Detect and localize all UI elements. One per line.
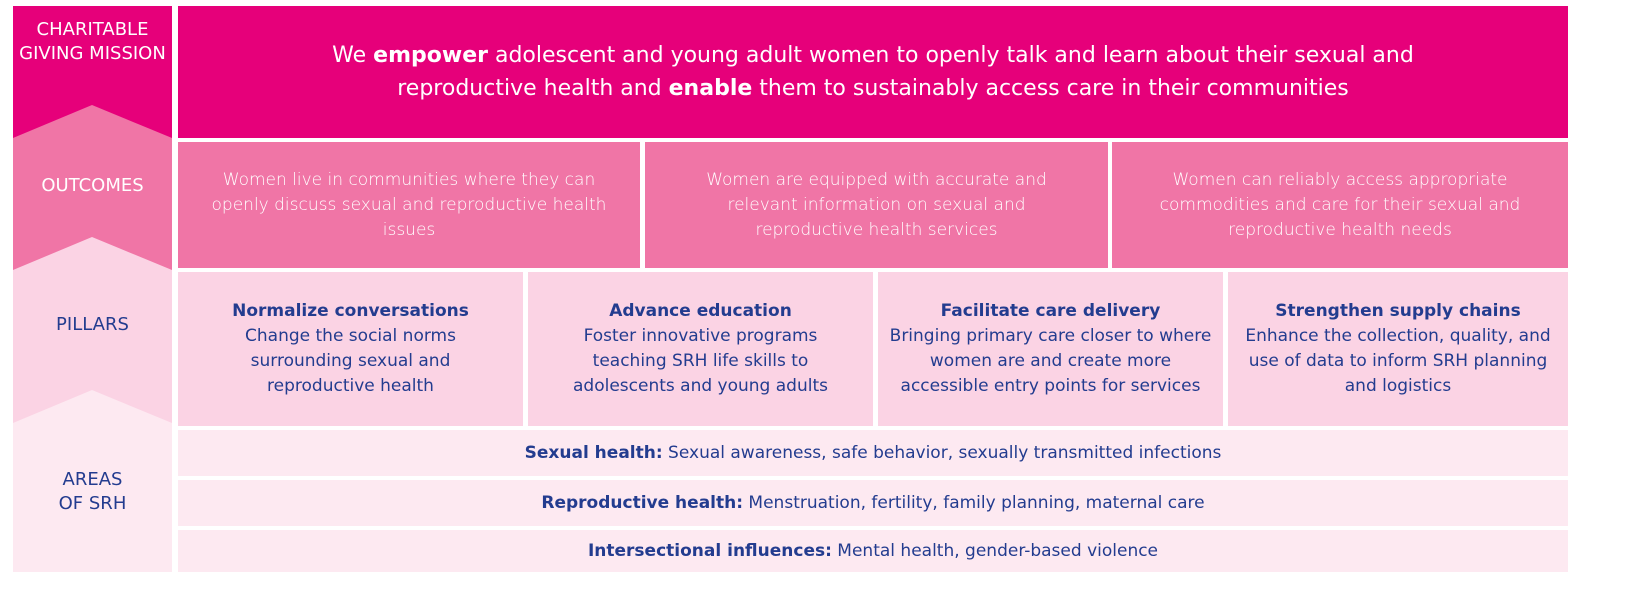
pillar-text: Foster innovative programs teaching SRH … xyxy=(573,326,828,396)
text: adolescent and young adult women to open… xyxy=(397,43,1421,101)
outcome: Women are equipped with accurate and rel… xyxy=(645,142,1108,268)
section-label: PILLARS xyxy=(56,314,129,335)
area-desc: Mental health, gender-based violence xyxy=(831,541,1159,561)
section-label: AREAS OF SRH xyxy=(58,469,127,514)
outcomes-band xyxy=(13,105,172,290)
area-desc: Sexual awareness, safe behavior, sexuall… xyxy=(662,443,1222,463)
area-text: Sexual health: Sexual awareness, safe be… xyxy=(525,443,1222,463)
outcome: Women live in communities where they can… xyxy=(178,142,640,268)
emphasis: enable xyxy=(668,76,753,101)
pillar-text: Enhance the collection, quality, and use… xyxy=(1245,326,1557,396)
mission-text: We empower adolescent and young adult wo… xyxy=(268,39,1478,105)
pillars-band xyxy=(13,237,172,440)
outcome: Women can reliably access appropriate co… xyxy=(1112,142,1568,268)
outcome-text: Women can reliably access appropriate co… xyxy=(1159,169,1526,240)
area: Sexual health: Sexual awareness, safe be… xyxy=(178,430,1568,476)
text: We xyxy=(332,43,374,68)
area: Intersectional influences: Mental health… xyxy=(178,530,1568,572)
outcome-text: Women live in communities where they can… xyxy=(211,169,612,240)
pillar: Advance education Foster innovative progr… xyxy=(528,272,873,426)
emphasis: empower xyxy=(373,43,488,68)
pillar: Facilitate care delivery Bringing primary… xyxy=(878,272,1223,426)
pillar: Normalize conversations Change the social… xyxy=(178,272,523,426)
section-label: CHARITABLE GIVING MISSION xyxy=(19,19,166,64)
pillar-text: Bringing primary care closer to where wo… xyxy=(889,326,1217,396)
pillar-title: Facilitate care delivery xyxy=(940,301,1161,321)
text: them to sustainably access care in their… xyxy=(752,76,1349,101)
pillar-title: Normalize conversations xyxy=(232,301,469,321)
area-text: Intersectional influences: Mental health… xyxy=(588,541,1158,561)
mission: We empower adolescent and young adult wo… xyxy=(178,6,1568,138)
section-label: OUTCOMES xyxy=(41,175,144,196)
areas-band xyxy=(13,390,172,572)
area-desc: Menstruation, fertility, family planning… xyxy=(743,493,1205,513)
outcome-text: Women are equipped with accurate and rel… xyxy=(706,169,1053,240)
pillar-text: Change the social norms surrounding sexu… xyxy=(245,326,462,396)
area-text: Reproductive health: Menstruation, ferti… xyxy=(541,493,1204,513)
area-title: Reproductive health: xyxy=(541,493,744,513)
area-title: Sexual health: xyxy=(524,443,663,463)
area: Reproductive health: Menstruation, ferti… xyxy=(178,480,1568,526)
section-chevrons xyxy=(13,6,172,572)
pillar-title: Advance education xyxy=(609,301,792,321)
pillar: Strengthen supply chains Enhance the coll… xyxy=(1228,272,1568,426)
area-title: Intersectional influences: xyxy=(587,541,832,561)
pillar-title: Strengthen supply chains xyxy=(1275,301,1521,321)
